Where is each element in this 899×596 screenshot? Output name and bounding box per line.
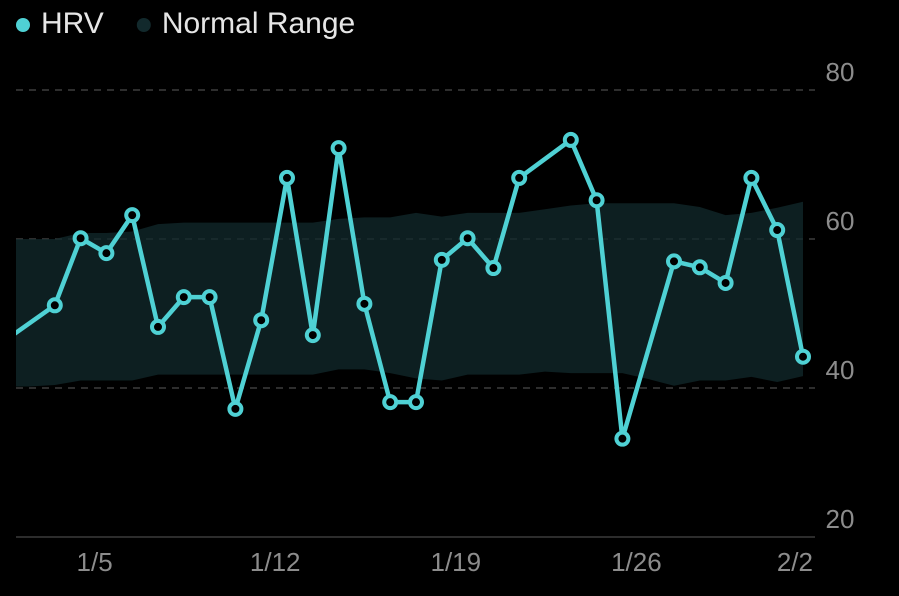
hrv-point [72,230,89,247]
hrv-point [356,295,373,312]
hrv-point [408,394,424,411]
hrv-point [511,169,528,186]
hrv-point [330,140,347,157]
y-tick-label: 80 [826,57,855,87]
legend: HRV Normal Range [16,7,355,40]
x-tick-label: 1/5 [77,547,113,577]
hrv-point [46,297,63,314]
hrv-point [0,336,9,348]
x-tick-label: 2/2 [777,547,813,577]
plot-area [0,131,811,447]
axis-labels: 20 40 60 80 1/5 1/12 1/19 1/26 2/2 [77,57,855,577]
hrv-point [691,259,708,276]
y-tick-label: 40 [826,355,855,385]
hrv-point [382,394,399,411]
x-tick-label: 1/12 [250,547,301,577]
hrv-point [769,222,786,239]
hrv-point [279,169,295,186]
hrv-point [253,312,270,329]
hrv-point [588,192,605,209]
hrv-point [201,289,218,306]
hrv-point [227,400,244,417]
hrv-point [459,230,476,247]
y-tick-label: 60 [826,206,855,236]
hrv-point [485,260,502,277]
x-tick-label: 1/26 [611,547,662,577]
hrv-point [562,131,579,148]
hrv-point [614,430,631,447]
legend-marker [16,18,30,32]
hrv-point [175,289,192,306]
normal-range-band [16,201,803,387]
legend-label: Normal Range [162,7,355,40]
x-tick-label: 1/19 [430,547,481,577]
y-tick-label: 20 [826,504,855,534]
hrv-point [717,274,734,291]
hrv-point [150,318,166,335]
legend-marker [136,18,151,32]
hrv-point [304,327,321,344]
hrv-point [666,253,682,270]
hrv-point [124,207,141,224]
hrv-point [743,169,760,186]
hrv-point [433,251,450,268]
legend-label: HRV [41,7,104,40]
hrv-point [795,348,811,365]
hrv-point [98,245,115,262]
